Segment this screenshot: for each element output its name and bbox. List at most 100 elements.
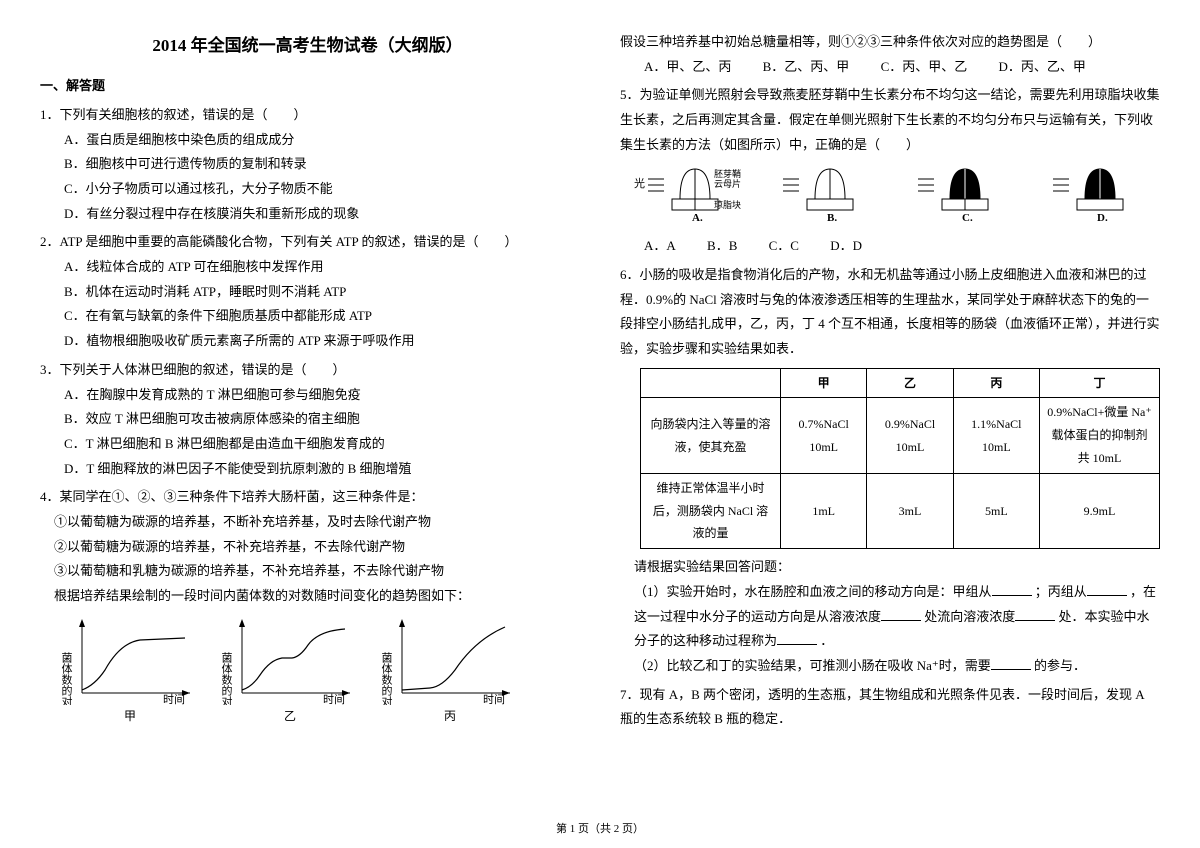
- question-6: 6．小肠的吸收是指食物消化后的产物，水和无机盐等通过小肠上皮细胞进入血液和淋巴的…: [620, 263, 1160, 679]
- chart-xlabel: 时间: [163, 693, 185, 705]
- p2a: （2）比较乙和丁的实验结果，可推测小肠在吸收 Na⁺时，需要: [634, 658, 991, 673]
- diagram-a: 光 胚芽鞘 云母片 琼脂块 A.: [630, 163, 755, 232]
- question-3: 3．下列关于人体淋巴细胞的叙述，错误的是（ ） A．在胸腺中发育成熟的 T 淋巴…: [40, 358, 575, 481]
- q4b-opt-d: D．丙、乙、甲: [998, 55, 1085, 80]
- p1a: （1）实验开始时，水在肠腔和血液之间的移动方向是：甲组从: [634, 584, 992, 599]
- th-blank: [641, 368, 781, 398]
- note-mica: 云母片: [714, 178, 741, 189]
- q1-stem: 1．下列有关细胞核的叙述，错误的是（ ）: [40, 103, 575, 128]
- th-ding: 丁: [1040, 368, 1160, 398]
- chart-label-bing: 丙: [380, 705, 520, 728]
- q4-cond-2: ②以葡萄糖为碳源的培养基，不补充培养基，不去除代谢产物: [40, 535, 575, 560]
- light-label: 光: [634, 176, 645, 190]
- r2c1: 1mL: [781, 473, 867, 548]
- r2c3: 5mL: [953, 473, 1039, 548]
- chart-yi: 菌体数的对数 时间 乙: [220, 615, 360, 728]
- q4b-opt-c: C．丙、甲、乙: [881, 55, 968, 80]
- r2c4: 9.9mL: [1040, 473, 1160, 548]
- blank-field[interactable]: [777, 632, 817, 645]
- q1-opt-a: A．蛋白质是细胞核中染色质的组成成分: [40, 128, 575, 153]
- blank-field[interactable]: [1015, 608, 1055, 621]
- q4-cond-4: 根据培养结果绘制的一段时间内菌体数的对数随时间变化的趋势图如下：: [40, 584, 575, 609]
- right-column: 假设三种培养基中初始总糖量相等，则①②③三种条件依次对应的趋势图是（ ） A．甲…: [620, 30, 1160, 828]
- chart-row: 菌体数的对数 时间 甲 菌体数的对数 时: [40, 615, 575, 728]
- r1c0: 向肠袋内注入等量的溶液，使其充盈: [641, 398, 781, 473]
- question-5: 5．为验证单侧光照射会导致燕麦胚芽鞘中生长素分布不均匀这一结论，需要先利用琼脂块…: [620, 83, 1160, 258]
- q2-opt-d: D．植物根细胞吸收矿质元素离子所需的 ATP 来源于呼吸作用: [40, 329, 575, 354]
- chart-ylabel: 菌体数的对数: [380, 651, 393, 704]
- q3-opt-b: B．效应 T 淋巴细胞可攻击被病原体感染的宿主细胞: [40, 407, 575, 432]
- diagram-row: 光 胚芽鞘 云母片 琼脂块 A.: [620, 163, 1160, 232]
- diagram-c: C.: [900, 163, 1025, 232]
- blank-field[interactable]: [991, 657, 1031, 670]
- note-coleoptile: 胚芽鞘: [714, 168, 741, 179]
- note-agar: 琼脂块: [714, 199, 741, 210]
- chart-xlabel: 时间: [483, 693, 505, 705]
- chart-bing: 菌体数的对数 时间 丙: [380, 615, 520, 728]
- q6-p1: （1）实验开始时，水在肠腔和血液之间的移动方向是：甲组从 ；丙组从 ，在这一过程…: [620, 580, 1160, 654]
- r1c4: 0.9%NaCl+微量 Na⁺载体蛋白的抑制剂共 10mL: [1040, 398, 1160, 473]
- diag-label-b: B.: [827, 212, 837, 223]
- q5-stem: 5．为验证单侧光照射会导致燕麦胚芽鞘中生长素分布不均匀这一结论，需要先利用琼脂块…: [620, 83, 1160, 157]
- chart-label-yi: 乙: [220, 705, 360, 728]
- q4b-opt-a: A．甲、乙、丙: [644, 55, 731, 80]
- q2-opt-c: C．在有氧与缺氧的条件下细胞质基质中都能形成 ATP: [40, 304, 575, 329]
- blank-field[interactable]: [881, 608, 921, 621]
- r2c2: 3mL: [867, 473, 953, 548]
- table-row: 向肠袋内注入等量的溶液，使其充盈 0.7%NaCl 10mL 0.9%NaCl …: [641, 398, 1160, 473]
- q6-stem: 6．小肠的吸收是指食物消化后的产物，水和无机盐等通过小肠上皮细胞进入血液和淋巴的…: [620, 263, 1160, 362]
- q3-stem: 3．下列关于人体淋巴细胞的叙述，错误的是（ ）: [40, 358, 575, 383]
- q3-opt-a: A．在胸腺中发育成熟的 T 淋巴细胞可参与细胞免疫: [40, 383, 575, 408]
- r2c0: 维持正常体温半小时后，测肠袋内 NaCl 溶液的量: [641, 473, 781, 548]
- q2-opt-b: B．机体在运动时消耗 ATP，睡眠时则不消耗 ATP: [40, 280, 575, 305]
- chart-xlabel: 时间: [323, 693, 345, 705]
- q5-opt-d: D．D: [830, 234, 862, 259]
- q1-opt-b: B．细胞核中可进行遗传物质的复制和转录: [40, 152, 575, 177]
- th-jia: 甲: [781, 368, 867, 398]
- th-bing: 丙: [953, 368, 1039, 398]
- q7-stem: 7．现有 A，B 两个密闭，透明的生态瓶，其生物组成和光照条件见表．一段时间后，…: [620, 683, 1160, 732]
- p2b: 的参与．: [1034, 658, 1086, 673]
- q4-cond-1: ①以葡萄糖为碳源的培养基，不断补充培养基，及时去除代谢产物: [40, 510, 575, 535]
- q6-p2: （2）比较乙和丁的实验结果，可推测小肠在吸收 Na⁺时，需要 的参与．: [620, 654, 1160, 679]
- q4-cond-3: ③以葡萄糖和乳糖为碳源的培养基，不补充培养基，不去除代谢产物: [40, 559, 575, 584]
- diag-label-a: A.: [692, 212, 703, 223]
- question-7: 7．现有 A，B 两个密闭，透明的生态瓶，其生物组成和光照条件见表．一段时间后，…: [620, 683, 1160, 732]
- q3-opt-c: C．T 淋巴细胞和 B 淋巴细胞都是由造血干细胞发育成的: [40, 432, 575, 457]
- th-yi: 乙: [867, 368, 953, 398]
- table-header-row: 甲 乙 丙 丁: [641, 368, 1160, 398]
- q5-opt-c: C．C: [769, 234, 799, 259]
- chart-ylabel: 菌体数的对数: [60, 651, 73, 704]
- q4b-opt-b: B．乙、丙、甲: [763, 55, 850, 80]
- left-column: 2014 年全国统一高考生物试卷（大纲版） 一、解答题 1．下列有关细胞核的叙述…: [40, 30, 575, 828]
- q2-stem: 2．ATP 是细胞中重要的高能磷酸化合物，下列有关 ATP 的叙述，错误的是（ …: [40, 230, 575, 255]
- experiment-table: 甲 乙 丙 丁 向肠袋内注入等量的溶液，使其充盈 0.7%NaCl 10mL 0…: [640, 368, 1160, 550]
- question-2: 2．ATP 是细胞中重要的高能磷酸化合物，下列有关 ATP 的叙述，错误的是（ …: [40, 230, 575, 353]
- q4-stem: 4．某同学在①、②、③三种条件下培养大肠杆菌，这三种条件是：: [40, 485, 575, 510]
- exam-title: 2014 年全国统一高考生物试卷（大纲版）: [40, 30, 575, 62]
- q5-opt-a: A．A: [644, 234, 676, 259]
- diagram-b: B.: [765, 163, 890, 232]
- diag-label-c: C.: [962, 212, 973, 223]
- q1-opt-c: C．小分子物质可以通过核孔，大分子物质不能: [40, 177, 575, 202]
- q3-opt-d: D．T 细胞释放的淋巴因子不能使受到抗原刺激的 B 细胞增殖: [40, 457, 575, 482]
- section-heading: 一、解答题: [40, 74, 575, 99]
- q6-after: 请根据实验结果回答问题：: [620, 555, 1160, 580]
- chart-label-jia: 甲: [60, 705, 200, 728]
- r1c3: 1.1%NaCl 10mL: [953, 398, 1039, 473]
- blank-field[interactable]: [992, 583, 1032, 596]
- r1c1: 0.7%NaCl 10mL: [781, 398, 867, 473]
- r1c2: 0.9%NaCl 10mL: [867, 398, 953, 473]
- chart-jia: 菌体数的对数 时间 甲: [60, 615, 200, 728]
- blank-field[interactable]: [1087, 583, 1127, 596]
- q4b-options: A．甲、乙、丙 B．乙、丙、甲 C．丙、甲、乙 D．丙、乙、甲: [620, 55, 1160, 80]
- table-row: 维持正常体温半小时后，测肠袋内 NaCl 溶液的量 1mL 3mL 5mL 9.…: [641, 473, 1160, 548]
- chart-ylabel: 菌体数的对数: [220, 651, 233, 704]
- p1d: 处流向溶液浓度: [924, 609, 1015, 624]
- q5-options: A．A B．B C．C D．D: [620, 234, 1160, 259]
- diag-label-d: D.: [1097, 212, 1108, 223]
- q2-opt-a: A．线粒体合成的 ATP 可在细胞核中发挥作用: [40, 255, 575, 280]
- q1-opt-d: D．有丝分裂过程中存在核膜消失和重新形成的现象: [40, 202, 575, 227]
- question-4b: 假设三种培养基中初始总糖量相等，则①②③三种条件依次对应的趋势图是（ ） A．甲…: [620, 30, 1160, 79]
- q4b-stem: 假设三种培养基中初始总糖量相等，则①②③三种条件依次对应的趋势图是（ ）: [620, 30, 1160, 55]
